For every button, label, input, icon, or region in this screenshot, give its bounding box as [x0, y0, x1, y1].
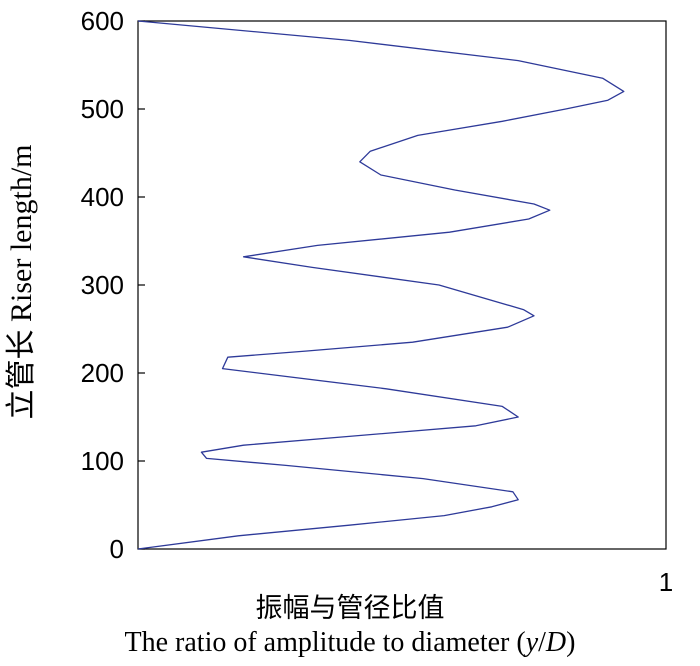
x-axis-label-suffix: ) — [566, 627, 576, 658]
x-axis-label-slash: / — [538, 627, 546, 658]
x-axis-label-chinese: 振幅与管径比值 — [255, 593, 445, 624]
y-axis: 0 100 200 300 400 500 600 — [81, 6, 145, 564]
y-axis-label: 立管长 Riser length/m — [5, 144, 38, 420]
plot-frame — [137, 20, 667, 550]
x-axis: 1 — [659, 567, 673, 597]
series-line — [137, 20, 625, 550]
x-tick-label: 1 — [659, 567, 673, 597]
y-tick-label: 600 — [81, 6, 124, 36]
y-tick-label: 200 — [81, 358, 124, 388]
x-axis-label-prefix: The ratio of amplitude to diameter ( — [124, 627, 526, 658]
y-tick-label: 0 — [110, 534, 124, 564]
x-axis-label-var-D: D — [545, 627, 567, 658]
x-axis-label-english: The ratio of amplitude to diameter (y/D) — [0, 627, 700, 659]
x-axis-label-var-y: y — [525, 627, 539, 658]
data-series — [137, 20, 625, 550]
y-tick-label: 100 — [81, 446, 124, 476]
y-tick-label: 400 — [81, 182, 124, 212]
y-tick-label: 300 — [81, 270, 124, 300]
y-tick-label: 500 — [81, 94, 124, 124]
